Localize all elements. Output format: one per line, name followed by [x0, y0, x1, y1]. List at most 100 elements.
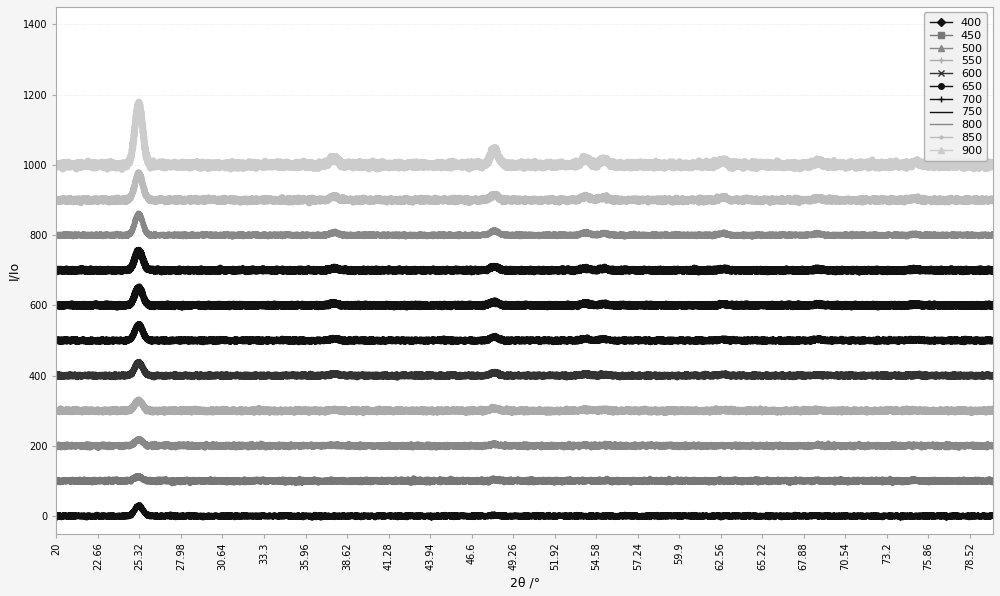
- 400: [50, 513, 62, 520]
- 400: [306, 514, 318, 522]
- 600: [980, 372, 992, 379]
- 650: [278, 337, 290, 344]
- 500: [50, 443, 62, 451]
- 850: [268, 197, 280, 204]
- 700: [273, 302, 285, 309]
- 500: [278, 442, 290, 449]
- 700: [980, 302, 992, 309]
- 900: [404, 162, 416, 169]
- 600: [987, 371, 999, 378]
- 750: [987, 267, 999, 274]
- Line: 850: 850: [54, 170, 995, 206]
- 900: [273, 159, 285, 166]
- 550: [278, 407, 290, 414]
- 650: [470, 337, 482, 344]
- 750: [693, 269, 705, 276]
- 650: [133, 321, 145, 328]
- 600: [391, 374, 403, 381]
- 850: [278, 197, 290, 204]
- 450: [980, 477, 992, 485]
- 400: [273, 512, 285, 519]
- 450: [166, 480, 178, 487]
- 750: [133, 247, 145, 254]
- 650: [50, 337, 62, 344]
- 850: [303, 200, 315, 207]
- 500: [987, 442, 999, 449]
- 500: [404, 441, 416, 448]
- 550: [404, 406, 416, 414]
- 800: [133, 210, 145, 217]
- Line: 900: 900: [54, 100, 995, 172]
- 850: [50, 198, 62, 205]
- 400: [980, 513, 992, 520]
- 800: [268, 231, 280, 238]
- 800: [273, 232, 285, 239]
- 400: [278, 513, 290, 520]
- 450: [278, 477, 290, 485]
- 800: [470, 231, 482, 238]
- 650: [987, 337, 999, 344]
- 450: [273, 476, 285, 483]
- 800: [746, 234, 758, 241]
- 650: [268, 337, 280, 344]
- 800: [50, 231, 62, 238]
- 400: [987, 513, 999, 520]
- Line: 500: 500: [54, 436, 995, 451]
- 550: [133, 396, 145, 403]
- 850: [987, 196, 999, 203]
- 800: [404, 232, 416, 240]
- 700: [111, 304, 123, 311]
- 900: [987, 163, 999, 170]
- 900: [278, 164, 290, 172]
- 700: [987, 302, 999, 309]
- 850: [470, 198, 482, 205]
- 500: [268, 442, 280, 449]
- 600: [268, 372, 280, 380]
- Line: 650: 650: [54, 322, 995, 344]
- 400: [470, 513, 482, 520]
- 700: [50, 301, 62, 308]
- 650: [980, 337, 992, 344]
- 550: [273, 408, 285, 415]
- 400: [268, 513, 280, 520]
- 700: [133, 283, 145, 290]
- 450: [404, 479, 416, 486]
- 500: [980, 442, 992, 449]
- 550: [987, 407, 999, 414]
- 700: [470, 302, 482, 309]
- 900: [980, 160, 992, 167]
- 550: [50, 406, 62, 413]
- 700: [268, 300, 280, 308]
- 500: [92, 445, 104, 452]
- 450: [268, 477, 280, 484]
- 850: [133, 169, 145, 176]
- 400: [404, 513, 416, 520]
- Legend: 400, 450, 500, 550, 600, 650, 700, 750, 800, 850, 900: 400, 450, 500, 550, 600, 650, 700, 750, …: [924, 13, 987, 162]
- 750: [50, 266, 62, 274]
- 800: [980, 231, 992, 238]
- Line: 550: 550: [54, 398, 995, 415]
- 600: [470, 372, 482, 380]
- Line: 800: 800: [56, 213, 993, 237]
- 700: [278, 302, 290, 309]
- 750: [470, 267, 482, 274]
- 750: [268, 267, 280, 274]
- 850: [273, 196, 285, 203]
- Line: 400: 400: [54, 503, 995, 520]
- 850: [980, 195, 992, 203]
- 550: [268, 406, 280, 414]
- 600: [50, 373, 62, 380]
- 650: [293, 339, 305, 346]
- 900: [268, 160, 280, 167]
- 850: [404, 198, 416, 205]
- Y-axis label: I/Io: I/Io: [7, 260, 20, 280]
- 750: [404, 266, 416, 273]
- 550: [980, 409, 992, 416]
- 600: [273, 372, 285, 380]
- 450: [133, 472, 145, 479]
- Line: 450: 450: [54, 474, 995, 486]
- 600: [133, 358, 145, 365]
- 400: [134, 501, 146, 508]
- 750: [980, 266, 992, 274]
- 900: [133, 98, 145, 105]
